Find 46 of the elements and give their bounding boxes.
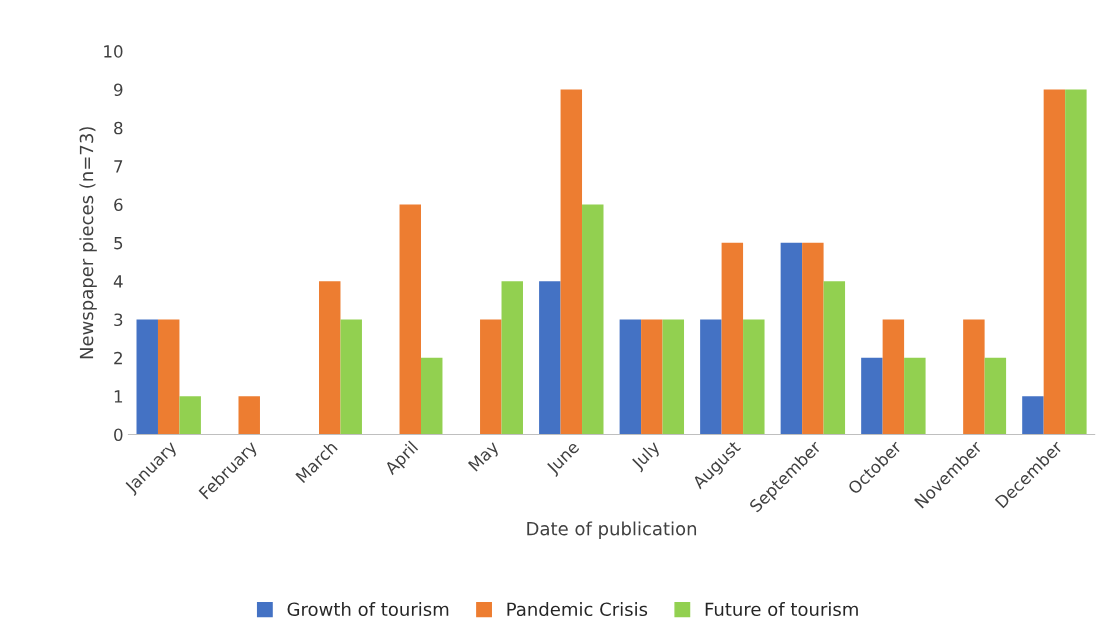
- bar: [802, 242, 824, 435]
- bar: [582, 204, 604, 435]
- bar: [721, 242, 744, 435]
- y-axis-title: Newspaper pieces (n=73): [79, 127, 97, 359]
- bar: [157, 319, 180, 435]
- bar: [662, 319, 685, 435]
- y-tick-label: 5: [114, 237, 123, 250]
- y-tick-label: 3: [114, 313, 123, 327]
- y-tick-label: 6: [114, 198, 123, 212]
- y-tick-label: 4: [113, 275, 123, 288]
- bar: [136, 319, 158, 435]
- legend-label: Future of tourism: [705, 602, 858, 617]
- bar: [963, 319, 985, 435]
- bar: [319, 281, 341, 435]
- y-tick-label: 2: [114, 351, 122, 365]
- bar: [179, 396, 201, 435]
- bar: [861, 357, 883, 435]
- bar: [700, 319, 722, 435]
- x-axis-title: Date of publication: [527, 521, 697, 539]
- bar: [904, 357, 926, 435]
- bar: [539, 281, 561, 435]
- bar: [501, 281, 523, 435]
- y-tick-label: 8: [114, 121, 123, 135]
- bar: [560, 89, 583, 435]
- bar: [1022, 396, 1044, 435]
- bar: [619, 319, 642, 435]
- y-tick-label: 7: [114, 160, 123, 173]
- y-tick-label: 10: [104, 45, 123, 58]
- bar: [238, 396, 260, 435]
- bar: [823, 281, 846, 435]
- bar: [743, 319, 765, 435]
- y-tick-label: 0: [114, 428, 123, 442]
- bar: [1065, 89, 1087, 435]
- bar: [882, 319, 905, 435]
- bar: [480, 319, 502, 435]
- bar: [399, 204, 421, 435]
- bar: [1043, 89, 1066, 435]
- legend-label: Pandemic Crisis: [507, 602, 648, 617]
- bar: [780, 242, 803, 435]
- bar: [984, 357, 1007, 435]
- bar: [641, 319, 663, 435]
- y-tick-label: 9: [114, 83, 123, 97]
- bar: [340, 319, 362, 435]
- y-tick-label: 1: [114, 390, 123, 403]
- bar: [421, 357, 443, 435]
- legend-label: Growth of tourism: [287, 602, 449, 617]
